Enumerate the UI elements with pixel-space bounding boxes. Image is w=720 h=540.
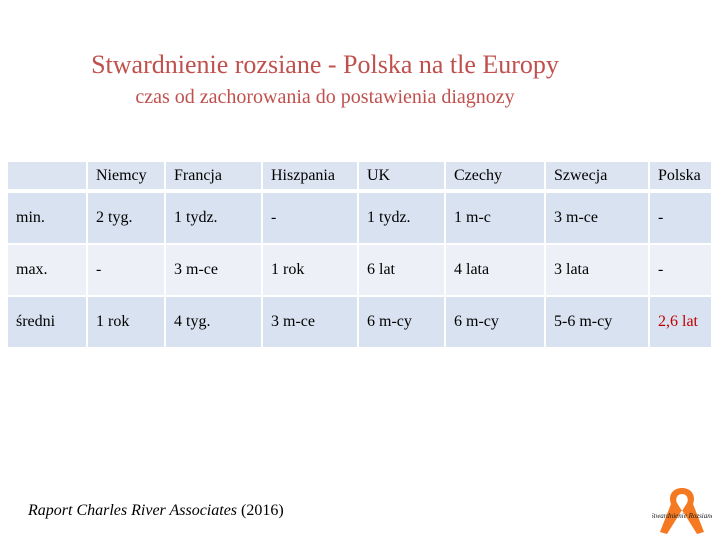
- table-row: średni 1 rok 4 tyg. 3 m-ce 6 m-cy 6 m-cy…: [8, 295, 711, 347]
- table-cell: -: [86, 243, 164, 295]
- column-header-hiszpania: Hiszpania: [261, 162, 357, 191]
- table-cell: 1 tydz.: [164, 191, 261, 243]
- table-cell: 3 m-ce: [164, 243, 261, 295]
- table-cell: 3 lata: [544, 243, 648, 295]
- table-cell: 1 tydz.: [357, 191, 444, 243]
- column-header-uk: UK: [357, 162, 444, 191]
- column-header-szwecja: Szwecja: [544, 162, 648, 191]
- column-header-czechy: Czechy: [444, 162, 544, 191]
- table-cell: 6 lat: [357, 243, 444, 295]
- slide-title: Stwardnienie rozsiane - Polska na tle Eu…: [91, 50, 559, 79]
- awareness-ribbon-icon: Stwardnienie Rozsiane: [652, 488, 712, 534]
- source-year: (2016): [241, 502, 284, 519]
- table-cell: 6 m-cy: [444, 295, 544, 347]
- table-row: min. 2 tyg. 1 tydz. - 1 tydz. 1 m-c 3 m-…: [8, 191, 711, 243]
- table-cell: 5-6 m-cy: [544, 295, 648, 347]
- table-row: max. - 3 m-ce 1 rok 6 lat 4 lata 3 lata …: [8, 243, 711, 295]
- source-citation: Raport Charles River Associates (2016): [28, 502, 284, 520]
- table-cell: 6 m-cy: [357, 295, 444, 347]
- logo-text: Stwardnienie Rozsiane: [652, 512, 712, 520]
- column-header-francja: Francja: [164, 162, 261, 191]
- row-label: max.: [8, 243, 86, 295]
- row-label: min.: [8, 191, 86, 243]
- table-cell: 1 rok: [86, 295, 164, 347]
- source-report-name: Raport Charles River Associates: [28, 502, 238, 519]
- table-cell: 2 tyg.: [86, 191, 164, 243]
- table-cell: 3 m-ce: [261, 295, 357, 347]
- column-header-label: [8, 162, 86, 191]
- table-cell: -: [261, 191, 357, 243]
- table-cell: -: [648, 243, 711, 295]
- table-cell: 1 m-c: [444, 191, 544, 243]
- table-cell: 3 m-ce: [544, 191, 648, 243]
- table-cell: 4 tyg.: [164, 295, 261, 347]
- column-header-polska: Polska: [648, 162, 711, 191]
- table-cell: 1 rok: [261, 243, 357, 295]
- row-label: średni: [8, 295, 86, 347]
- column-header-niemcy: Niemcy: [86, 162, 164, 191]
- table-cell: 4 lata: [444, 243, 544, 295]
- table-cell-highlight: 2,6 lat: [648, 295, 711, 347]
- table-cell: -: [648, 191, 711, 243]
- diagnosis-time-table: Niemcy Francja Hiszpania UK Czechy Szwec…: [8, 162, 711, 347]
- table-header-row: Niemcy Francja Hiszpania UK Czechy Szwec…: [8, 162, 711, 191]
- slide-subtitle: czas od zachorowania do postawienia diag…: [135, 86, 515, 108]
